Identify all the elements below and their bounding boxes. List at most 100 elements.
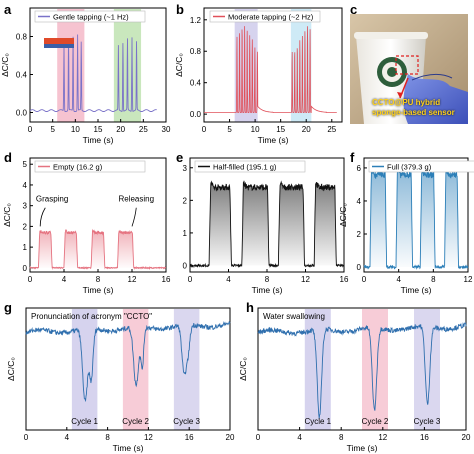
chart-f: 0 4 8 12 0 2 4 6 Time (s) ΔC/C₀ Full (379.3 g) <box>340 157 474 295</box>
x-tick-label: 20 <box>226 433 235 442</box>
x-tick-label: 30 <box>162 125 171 134</box>
y-tick-label: 5 <box>23 160 28 169</box>
y-tick-label: 2 <box>183 196 188 205</box>
cup-and-hand-illustration <box>350 14 468 124</box>
x-tick-label: 16 <box>420 433 429 442</box>
y-axis-label: ΔC/C₀ <box>6 357 16 381</box>
x-tick-label: 4 <box>297 433 302 442</box>
panel-title: Pronunciation of acronym "CCTO" <box>31 312 152 321</box>
annotation-arrow <box>39 207 46 227</box>
x-tick-label: 5 <box>227 125 232 134</box>
y-tick-label: 0.4 <box>16 71 28 80</box>
series-line <box>29 228 167 271</box>
y-tick-label: 0.0 <box>190 110 202 119</box>
cycle-label: Cycle 1 <box>304 417 331 426</box>
series-area <box>364 166 468 269</box>
shaded-region <box>414 309 440 430</box>
legend-box <box>368 160 474 173</box>
axes-frame <box>257 307 467 431</box>
chart-g: 0 4 8 12 16 20 Time (s) ΔC/C₀ Cycle 1 Cycle 2 Cycl… <box>6 307 235 453</box>
inset-sponge-icon <box>44 38 74 44</box>
y-tick-label: 2 <box>23 222 28 231</box>
x-tick-label: 15 <box>276 125 285 134</box>
series-line <box>204 26 337 113</box>
y-tick-label: 0.8 <box>16 33 28 42</box>
series-line <box>363 166 469 270</box>
y-tick-label: 0 <box>183 261 188 270</box>
y-axis-label: ΔC/C₀ <box>0 53 10 77</box>
shaded-region <box>57 9 85 122</box>
x-tick-label: 0 <box>188 275 193 284</box>
x-tick-label: 12 <box>464 275 473 284</box>
cycle-label: Cycle 2 <box>122 417 149 426</box>
sensor-photo: CCTO@PU hybrid sponge-based sensor <box>350 14 468 124</box>
x-tick-label: 25 <box>139 125 148 134</box>
y-tick-label: 1.2 <box>190 16 202 25</box>
shaded-region <box>122 309 149 430</box>
axes-frame <box>203 7 343 123</box>
panel-letter-e: e <box>176 150 184 165</box>
annotation-releasing: Releasing <box>118 195 154 204</box>
x-tick-label: 10 <box>251 125 260 134</box>
panel-letter-g: g <box>4 300 12 315</box>
x-tick-label: 0 <box>28 275 33 284</box>
x-axis-label: Time (s) <box>401 285 432 295</box>
y-axis-label: ΔC/C₀ <box>174 53 184 77</box>
legend-label: Moderate tapping (~2 Hz) <box>228 13 314 22</box>
chart-a: 0 5 10 15 20 25 30 0.0 0.4 0.8 Time (s) ΔC/C₀ Gentle… <box>0 7 171 145</box>
chart-h: 0 4 8 12 16 20 Time (s) ΔC/C₀ Cycle 1 Cycle 2 Cycl… <box>238 307 471 453</box>
panel-letter-h: h <box>246 300 254 315</box>
shaded-region <box>290 9 312 122</box>
x-axis-label: Time (s) <box>252 285 283 295</box>
legend-box <box>194 160 306 173</box>
legend-box <box>209 10 321 23</box>
panel-letter-d: d <box>4 150 12 165</box>
x-tick-label: 4 <box>226 275 231 284</box>
x-tick-label: 20 <box>302 125 311 134</box>
legend-label: Full (379.3 g) <box>387 163 432 172</box>
x-axis-label: Time (s) <box>347 443 378 453</box>
x-tick-label: 8 <box>105 433 110 442</box>
series-line <box>189 180 345 269</box>
y-tick-label: 2 <box>357 230 362 239</box>
legend-label: Half-filled (195.1 g) <box>213 163 277 172</box>
panel-title: Water swallowing <box>263 312 325 321</box>
photo-caption-line-2: sponge-based sensor <box>372 108 455 117</box>
y-tick-label: 4 <box>357 197 362 206</box>
shaded-region <box>71 309 98 430</box>
chart-b: 0 5 10 15 20 25 0.0 0.4 0.8 1.2 Time (s) ΔC/C₀ Moder… <box>174 7 343 145</box>
axes-frame <box>363 157 469 273</box>
x-tick-label: 15 <box>94 125 103 134</box>
x-tick-label: 8 <box>339 433 344 442</box>
cycle-label: Cycle 3 <box>414 417 441 426</box>
y-tick-label: 3 <box>183 164 188 173</box>
panel-letter-f: f <box>350 150 355 165</box>
panel-letter-a: a <box>4 2 12 17</box>
series-area <box>30 229 166 269</box>
x-axis-label: Time (s) <box>258 135 289 145</box>
x-tick-label: 0 <box>362 275 367 284</box>
x-tick-label: 4 <box>396 275 401 284</box>
y-tick-label: 0.4 <box>190 79 202 88</box>
x-tick-label: 16 <box>162 275 171 284</box>
y-axis-label: ΔC/C₀ <box>340 203 348 227</box>
y-axis-label: ΔC/C₀ <box>238 357 248 381</box>
legend-box <box>34 10 146 23</box>
cycle-label: Cycle 1 <box>71 417 98 426</box>
x-tick-label: 12 <box>144 433 153 442</box>
y-tick-label: 4 <box>23 181 28 190</box>
y-tick-label: 6 <box>357 164 362 173</box>
x-tick-label: 12 <box>378 433 387 442</box>
series-area <box>190 180 344 267</box>
legend-label: Empty (16.2 g) <box>53 163 103 172</box>
x-tick-label: 8 <box>431 275 436 284</box>
x-tick-label: 16 <box>340 275 349 284</box>
y-tick-label: 0 <box>23 264 28 273</box>
series-line <box>257 322 467 419</box>
x-tick-label: 10 <box>71 125 80 134</box>
x-axis-label: Time (s) <box>113 443 144 453</box>
x-tick-label: 8 <box>96 275 101 284</box>
x-tick-label: 0 <box>202 125 207 134</box>
